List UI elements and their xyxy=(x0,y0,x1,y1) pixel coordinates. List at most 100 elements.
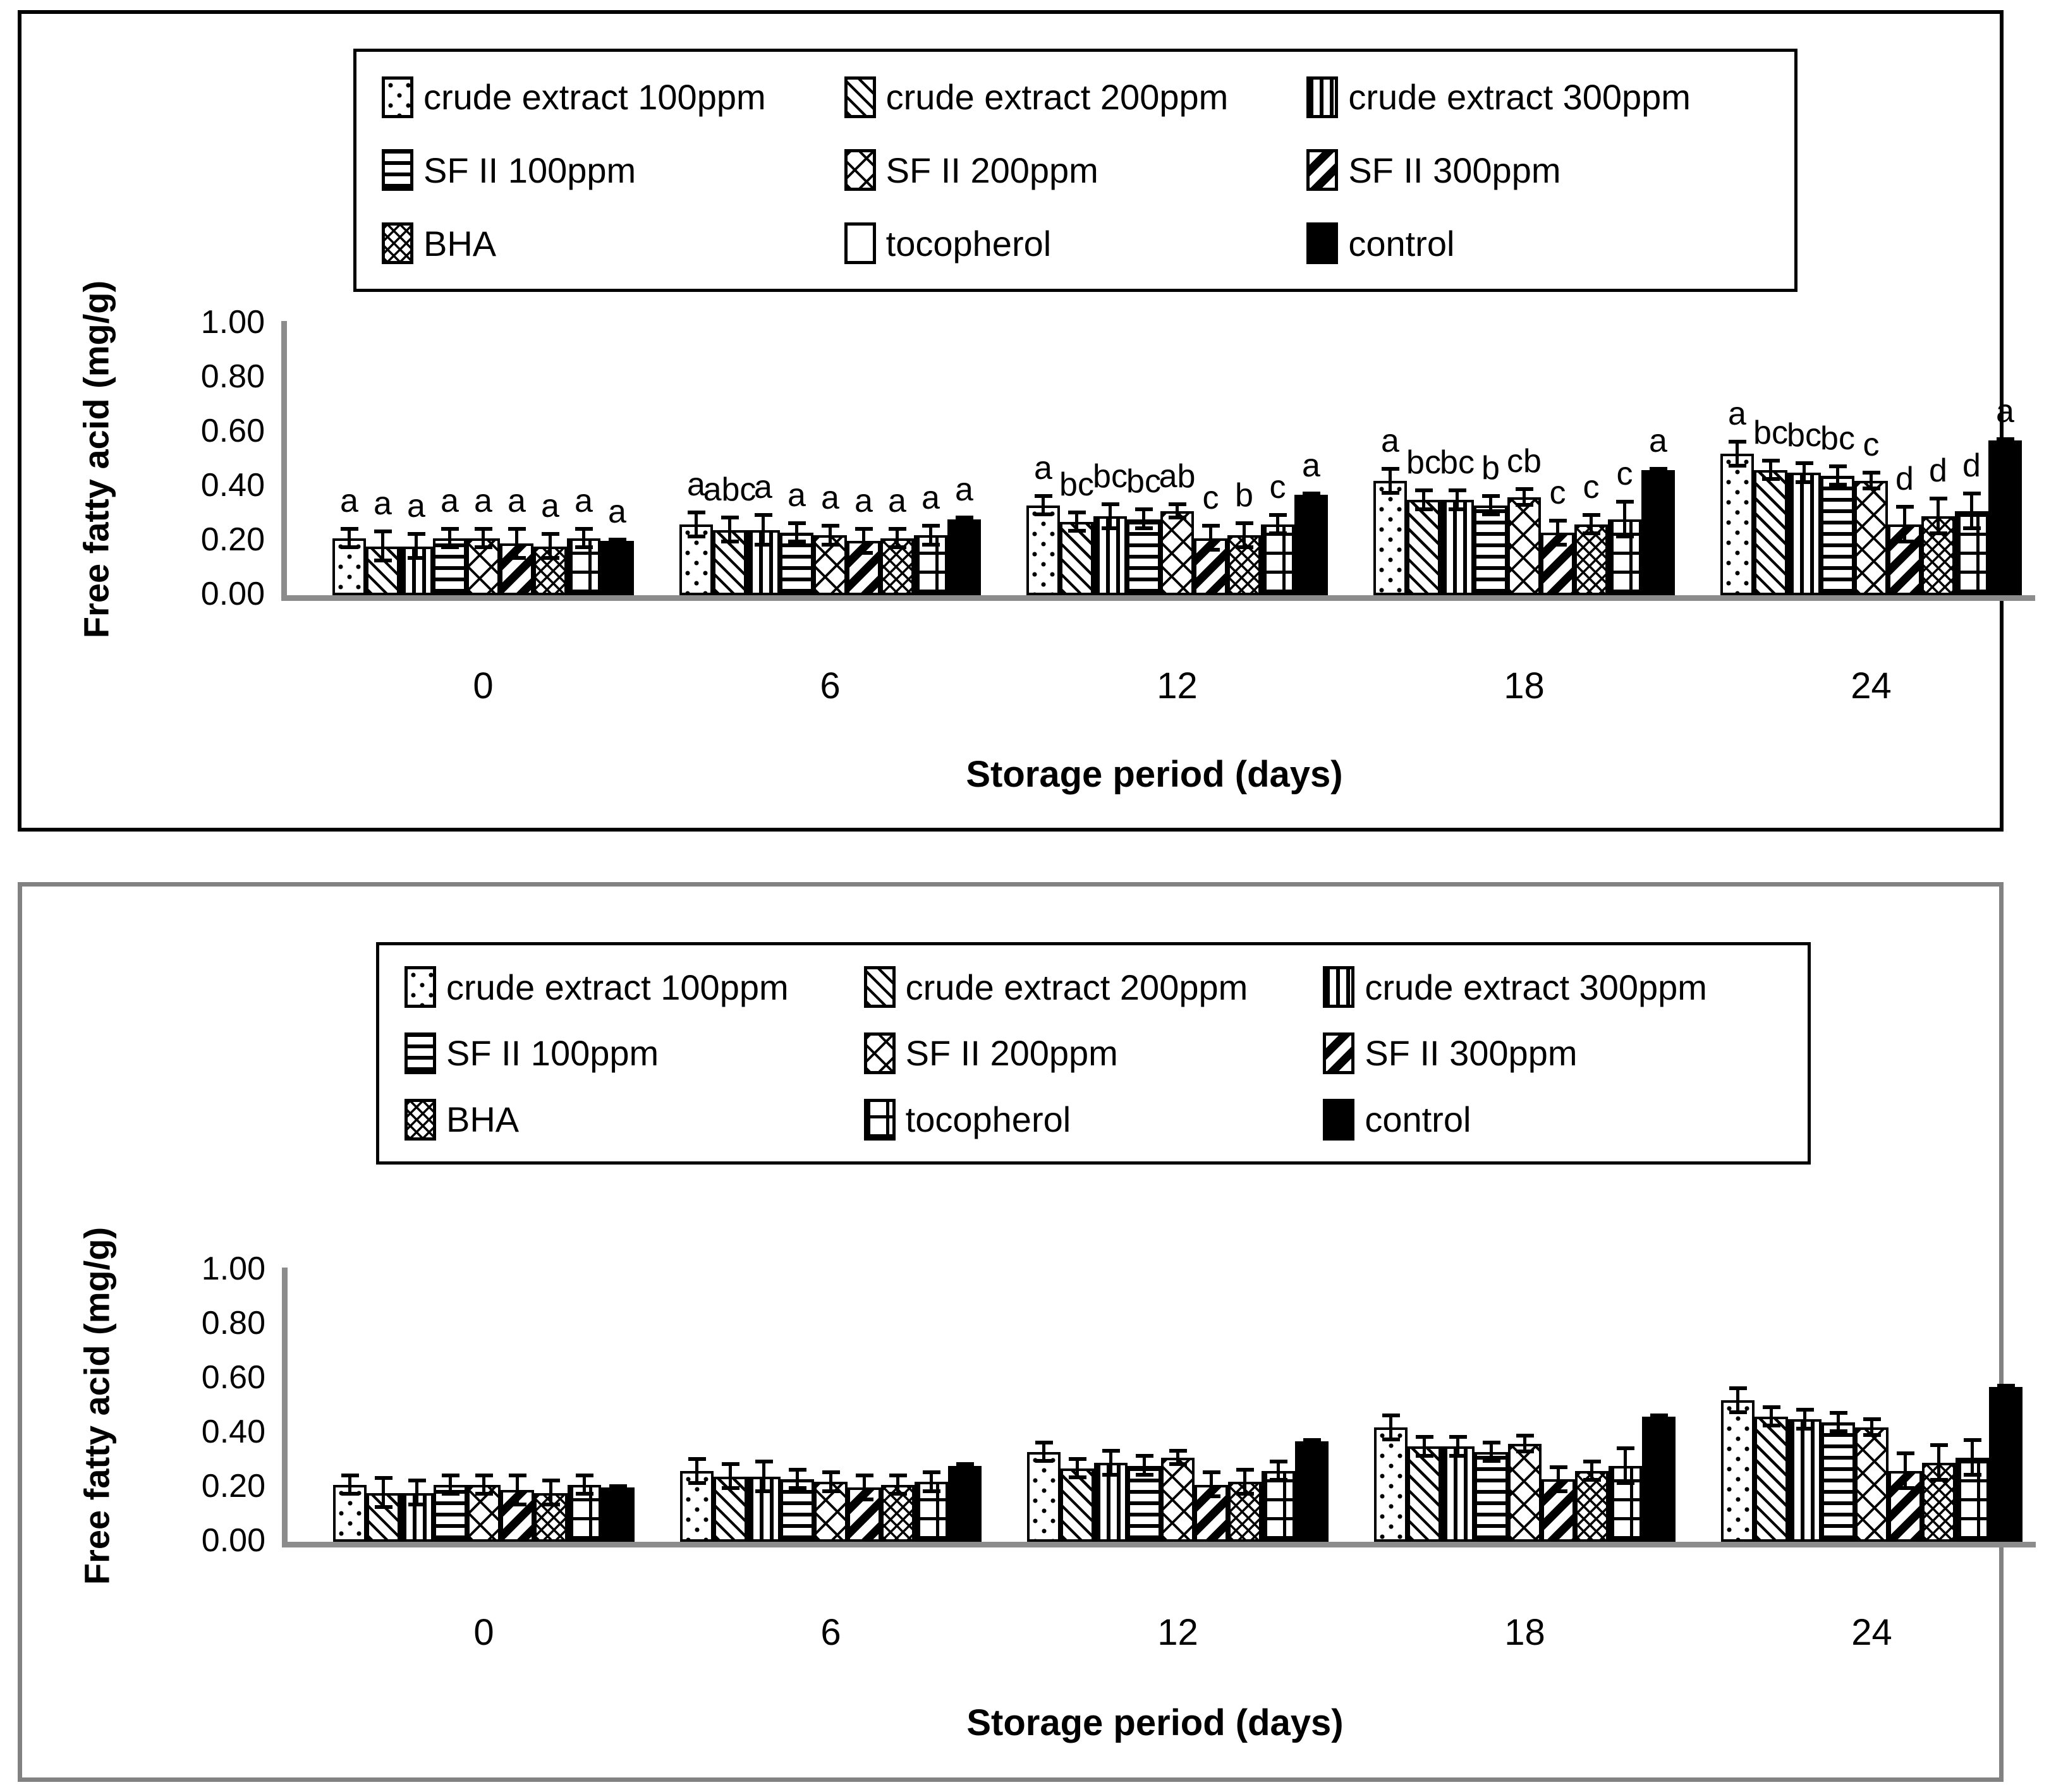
error-bar-cap-bottom xyxy=(1068,529,1086,533)
error-bar-cap-bottom xyxy=(1795,480,1813,484)
error-bar-cap-bottom xyxy=(542,1503,560,1507)
error-bar-cap-bottom xyxy=(1929,531,1947,536)
bar-crude-extract-300ppm xyxy=(1440,500,1474,595)
error-bar-cap-top xyxy=(1201,524,1220,528)
bar-control xyxy=(1989,1387,2023,1542)
bar-control xyxy=(948,1466,982,1542)
error-bar-cap-bottom xyxy=(1930,1478,1948,1482)
y-tick-label: 0.00 xyxy=(200,576,265,612)
error-bar-cap-top xyxy=(542,1479,560,1483)
legend-item-tocopherol: tocopherol xyxy=(863,1098,1323,1141)
error-bar-line xyxy=(1490,1441,1493,1463)
legend-label: SF II 300ppm xyxy=(1348,150,1561,190)
error-bar-cap-top xyxy=(1415,1435,1433,1439)
error-bar-cap-top xyxy=(1583,1460,1601,1463)
error-bar-cap-top xyxy=(1615,499,1634,504)
error-bar-cap-bottom xyxy=(1068,1475,1086,1480)
error-bar-line xyxy=(1870,1418,1873,1438)
legend-item-sf-ii-100ppm: SF II 100ppm xyxy=(382,149,844,191)
error-bar-line xyxy=(1803,1408,1806,1431)
error-bar-line xyxy=(1904,1452,1907,1491)
bar-control xyxy=(601,1487,635,1542)
error-bar-line xyxy=(795,521,798,544)
bar-sf-ii-200ppm xyxy=(1855,1427,1889,1542)
bar-control xyxy=(1295,1441,1329,1542)
legend-swatch-dots-icon xyxy=(405,966,436,1008)
error-bar-line xyxy=(930,1471,933,1493)
significance-letter: d xyxy=(1929,452,1947,490)
error-bar-line xyxy=(1456,489,1459,511)
error-bar-line xyxy=(762,514,765,547)
x-axis-title: Storage period (days) xyxy=(966,1702,1344,1743)
bar-crude-extract-200ppm xyxy=(1755,1417,1788,1542)
x-axis-line xyxy=(281,595,2035,601)
legend-label: SF II 200ppm xyxy=(905,1033,1118,1074)
legend-item-crude-extract-300ppm: crude extract 300ppm xyxy=(1306,76,1769,118)
error-bar-cap-top xyxy=(922,524,940,528)
error-bar-line xyxy=(583,1474,586,1496)
error-bar-cap-top xyxy=(508,1473,526,1477)
error-bar-cap-top xyxy=(754,513,772,517)
x-axis-line xyxy=(282,1542,2036,1547)
error-bar-cap-bottom xyxy=(1862,487,1880,491)
error-bar-line xyxy=(896,1474,899,1496)
error-bar-cap-bottom xyxy=(508,556,526,560)
x-tick-label: 6 xyxy=(820,665,841,706)
error-bar-cap-top xyxy=(441,526,459,531)
error-bar-line xyxy=(382,1476,385,1510)
legend-item-crude-extract-200ppm: crude extract 200ppm xyxy=(844,76,1307,118)
bar-tocopherol xyxy=(915,1482,948,1542)
error-bar-cap-bottom xyxy=(1616,1480,1634,1485)
error-bar-cap-top xyxy=(1997,1383,2015,1388)
legend-item-sf-ii-300ppm: SF II 300ppm xyxy=(1323,1032,1782,1074)
error-bar-cap-bottom xyxy=(1448,507,1466,511)
error-bar-cap-bottom xyxy=(609,1486,627,1491)
error-bar-cap-top xyxy=(955,516,973,520)
y-tick-label: 1.00 xyxy=(200,304,265,341)
error-bar-cap-bottom xyxy=(754,542,772,547)
significance-letter: bc xyxy=(1406,444,1441,481)
error-bar-cap-top xyxy=(1035,1440,1053,1444)
error-bar-line xyxy=(348,527,351,549)
error-bar-cap-top xyxy=(1068,1456,1086,1461)
error-bar-cap-bottom xyxy=(1996,439,2014,444)
bar-bha xyxy=(1575,1471,1609,1542)
legend-swatch-cross-wide-icon xyxy=(844,149,876,191)
error-bar-cap-top xyxy=(1235,521,1253,525)
error-bar-cap-bottom xyxy=(755,1489,773,1493)
legend-label: crude extract 100ppm xyxy=(446,967,789,1007)
significance-letter: a xyxy=(955,471,973,509)
error-bar-cap-top xyxy=(1616,1446,1634,1450)
error-bar-cap-top xyxy=(1963,1438,1981,1442)
error-bar-line xyxy=(1971,1438,1974,1477)
significance-letter: a xyxy=(888,482,906,519)
error-bar-line xyxy=(1736,1386,1739,1414)
significance-letter: a xyxy=(1302,447,1320,484)
error-bar-cap-bottom xyxy=(1414,507,1433,511)
error-bar-cap-bottom xyxy=(340,545,358,549)
error-bar-line xyxy=(1389,467,1392,495)
error-bar-line xyxy=(1243,521,1246,549)
significance-letter: a xyxy=(374,485,392,522)
error-bar-cap-top xyxy=(1268,513,1287,517)
error-bar-cap-bottom xyxy=(1583,1478,1601,1482)
error-bar-cap-top xyxy=(341,1473,359,1477)
error-bar-line xyxy=(1423,1436,1426,1458)
error-bar-line xyxy=(896,527,899,549)
significance-letter: abc xyxy=(703,471,757,509)
error-bar-cap-top xyxy=(575,1473,593,1477)
error-bar-cap-bottom xyxy=(822,1489,840,1493)
error-bar-cap-bottom xyxy=(1729,1410,1747,1414)
error-bar-cap-top xyxy=(340,526,358,531)
error-bar-cap-bottom xyxy=(1302,493,1320,498)
error-bar-cap-bottom xyxy=(475,1491,493,1496)
bar-bha xyxy=(1574,524,1608,595)
error-bar-cap-top xyxy=(788,1467,806,1472)
error-bar-cap-bottom xyxy=(374,559,392,563)
bar-sf-ii-100ppm xyxy=(1127,519,1160,595)
error-bar-cap-bottom xyxy=(1168,515,1186,519)
bar-crude-extract-100ppm xyxy=(333,1485,367,1542)
error-bar-cap-bottom xyxy=(408,1503,426,1507)
bar-control xyxy=(600,541,634,595)
error-bar-line xyxy=(1489,494,1492,517)
